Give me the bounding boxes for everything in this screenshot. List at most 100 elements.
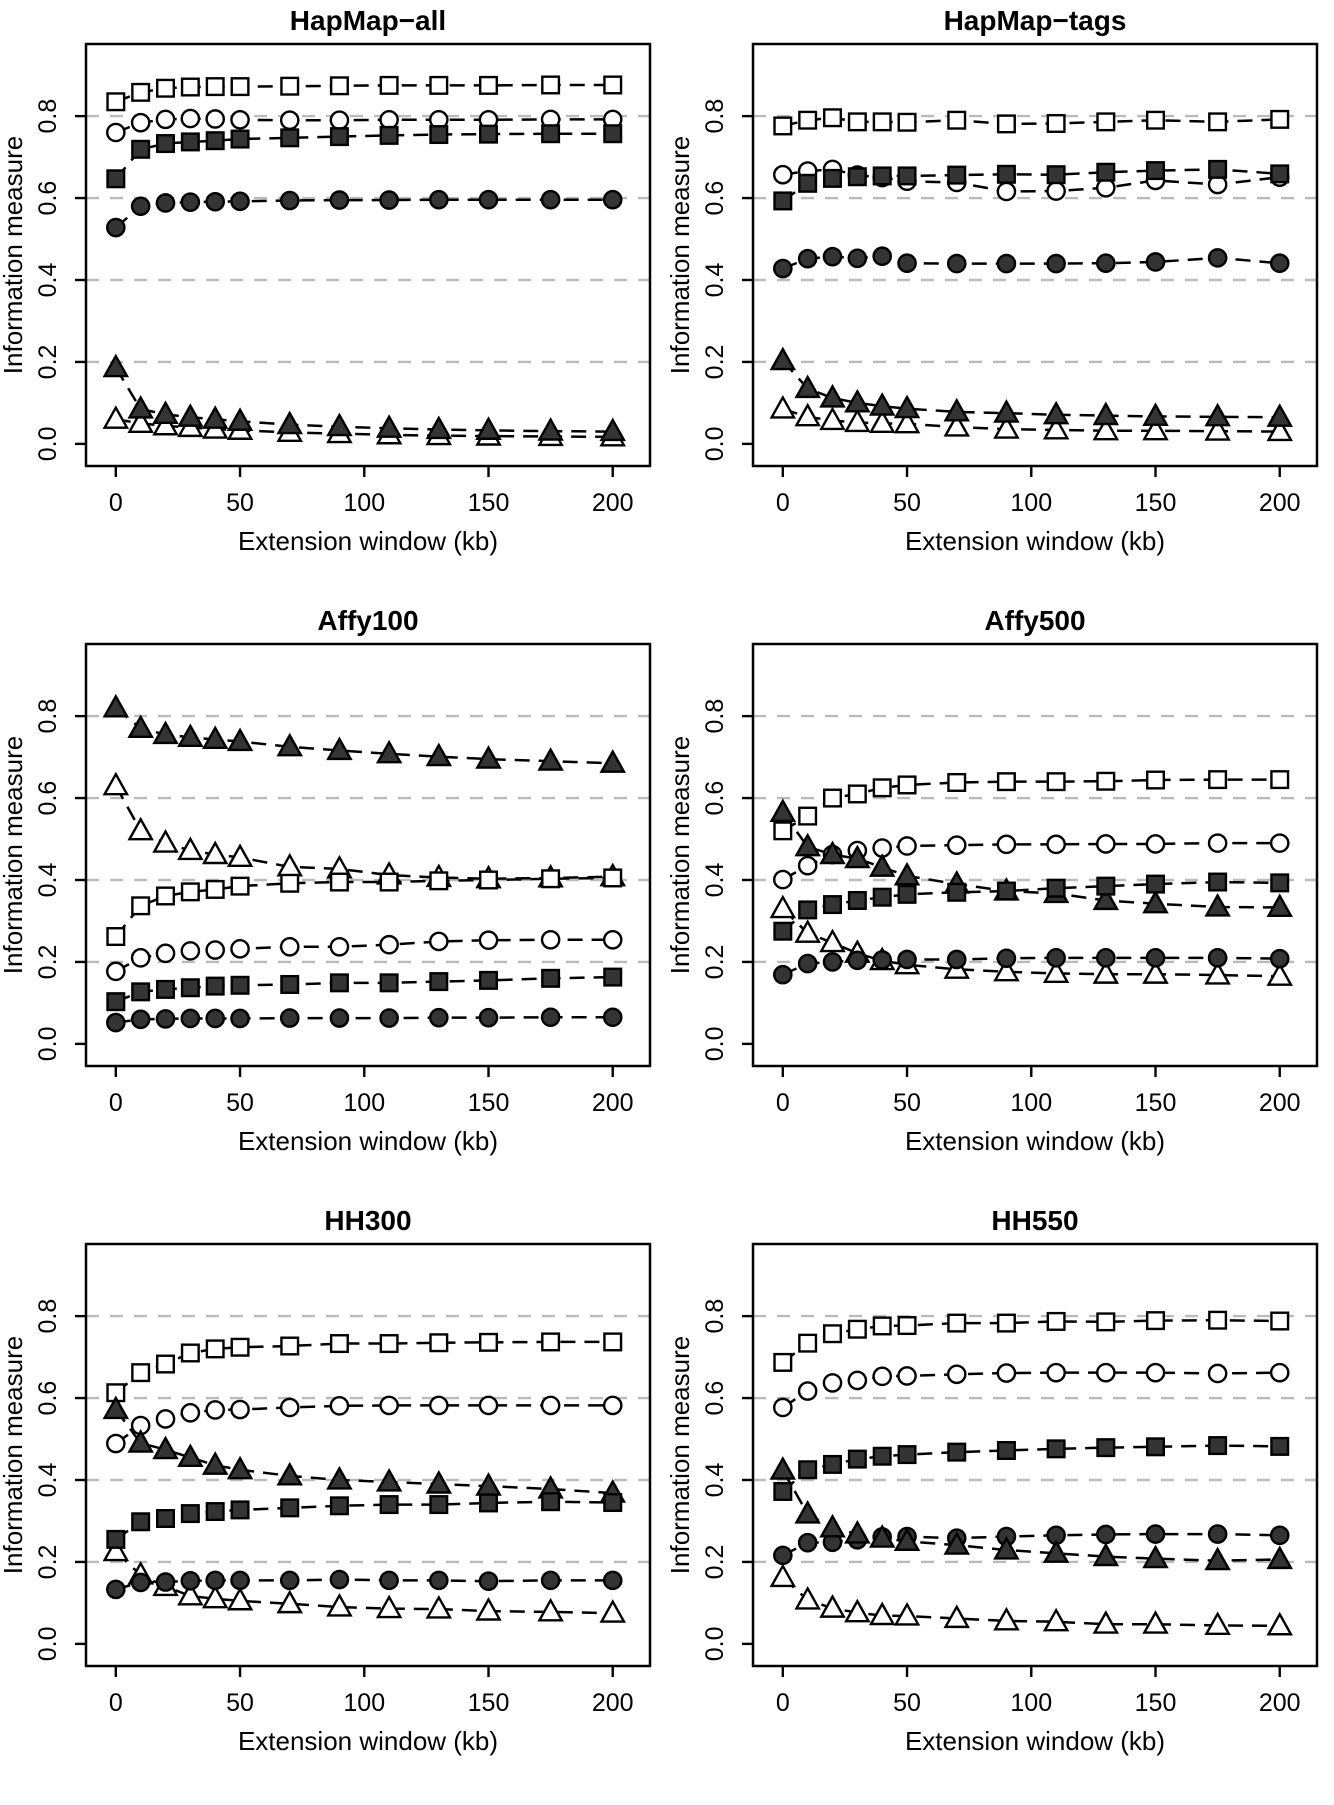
square-open-icon [131,896,151,916]
x-tick-label: 100 [1010,489,1052,517]
square-filled-icon [996,1440,1016,1460]
triangle-filled-icon [1092,886,1120,911]
square-open-icon [379,1334,399,1354]
square-filled-icon [798,173,818,193]
square-open-icon [205,1339,225,1359]
triangle-filled-icon [993,1535,1020,1560]
square-open-icon [823,1324,843,1344]
square-filled-icon [1208,159,1228,179]
y-tick-label: 0.8 [701,699,729,734]
y-axis-title: Information measure [667,1336,695,1574]
triangle-filled-icon [475,1472,502,1496]
triangle-filled-icon [893,1527,921,1552]
triangle-filled-icon [844,388,871,413]
x-axis-title: Extension window (kb) [905,1726,1165,1756]
triangle-filled-icon [844,1520,871,1544]
triangle-open-icon [537,1597,564,1622]
circle-open-icon [230,1399,250,1420]
triangle-open-icon [475,1597,502,1621]
y-tick-label: 0.4 [34,263,62,298]
square-open-icon [1146,110,1166,130]
triangle-filled-icon [769,1456,797,1480]
x-tick-label: 50 [893,489,921,517]
square-open-icon [872,112,892,132]
triangle-filled-icon [475,416,502,440]
square-open-icon [1208,770,1228,790]
circle-open-icon [379,109,399,130]
x-tick-label: 200 [1259,1689,1301,1717]
triangle-filled-icon [226,1455,254,1480]
square-open-icon [603,868,623,888]
triangle-filled-icon [943,1531,970,1555]
circle-open-icon [106,961,126,982]
square-filled-icon [1096,876,1116,896]
triangle-filled-icon [177,403,204,427]
square-filled-icon [429,972,449,992]
triangle-open-icon [1092,960,1120,984]
circle-open-icon [329,936,350,957]
triangle-open-icon [226,843,254,868]
circle-open-icon [279,1397,300,1418]
y-tick-label: 0.8 [701,99,729,134]
circle-open-icon [155,1409,176,1429]
triangle-open-icon [993,957,1020,982]
square-open-icon [1146,1311,1166,1331]
triangle-open-icon [201,840,229,865]
triangle-filled-icon [1204,402,1231,427]
square-open-icon [947,772,967,792]
circle-open-icon [230,109,250,130]
square-filled-icon [1096,162,1116,182]
circle-filled-icon [996,253,1017,274]
y-tick-label: 0.0 [34,1026,62,1061]
square-open-icon [106,92,126,112]
triangle-open-icon [819,1594,846,1618]
triangle-filled-icon [868,1524,896,1548]
circle-filled-icon [180,1008,201,1029]
square-filled-icon [541,968,561,988]
triangle-open-icon [819,406,846,431]
y-tick-label: 0.0 [34,1626,62,1661]
circle-open-icon [230,939,250,959]
series-open-circle [106,1395,623,1454]
panel-hh300: HH300 0 50 100 150 200 Extension window (kb) 0.… [0,1200,667,1800]
square-filled-icon [230,1500,250,1520]
square-filled-icon [106,992,126,1012]
circle-open-icon [897,1366,917,1386]
panel-affy500: Affy500 0 50 100 150 200 Extension window (kb)… [665,600,1334,1200]
triangle-open-icon [769,894,797,919]
circle-filled-icon [1207,948,1228,968]
triangle-open-icon [868,1601,896,1626]
triangle-open-icon [1204,417,1231,441]
triangle-open-icon [102,771,130,796]
square-open-icon [479,870,499,890]
circle-open-icon [773,164,793,185]
circle-open-icon [872,1366,892,1387]
triangle-filled-icon [599,749,626,773]
x-tick-label: 0 [776,1689,790,1717]
square-open-icon [541,1332,561,1352]
square-open-icon [156,886,176,906]
triangle-filled-icon [102,693,130,718]
circle-open-icon [996,181,1017,202]
x-axis-title: Extension window (kb) [905,526,1165,556]
y-tick-label: 0.2 [34,945,62,980]
square-open-icon [230,1337,250,1357]
square-open-icon [230,77,250,97]
circle-open-icon [1269,1362,1290,1383]
y-tick-label: 0.8 [34,99,62,134]
x-tick-label: 200 [1259,489,1301,517]
circle-open-icon [180,1402,201,1423]
square-filled-icon [872,887,892,907]
y-tick-label: 0.6 [34,1381,62,1416]
square-open-icon [1208,1310,1228,1330]
circle-open-icon [1207,833,1228,853]
circle-open-icon [155,943,176,964]
series-filled-circle [106,189,623,238]
panel-title-affy100: Affy100 [317,605,418,636]
circle-filled-icon [872,246,892,267]
x-tick-label: 100 [1010,1689,1052,1717]
triangle-open-icon [868,409,896,433]
circle-open-icon [1269,833,1290,853]
circle-filled-icon [379,190,399,210]
square-open-icon [996,114,1016,134]
